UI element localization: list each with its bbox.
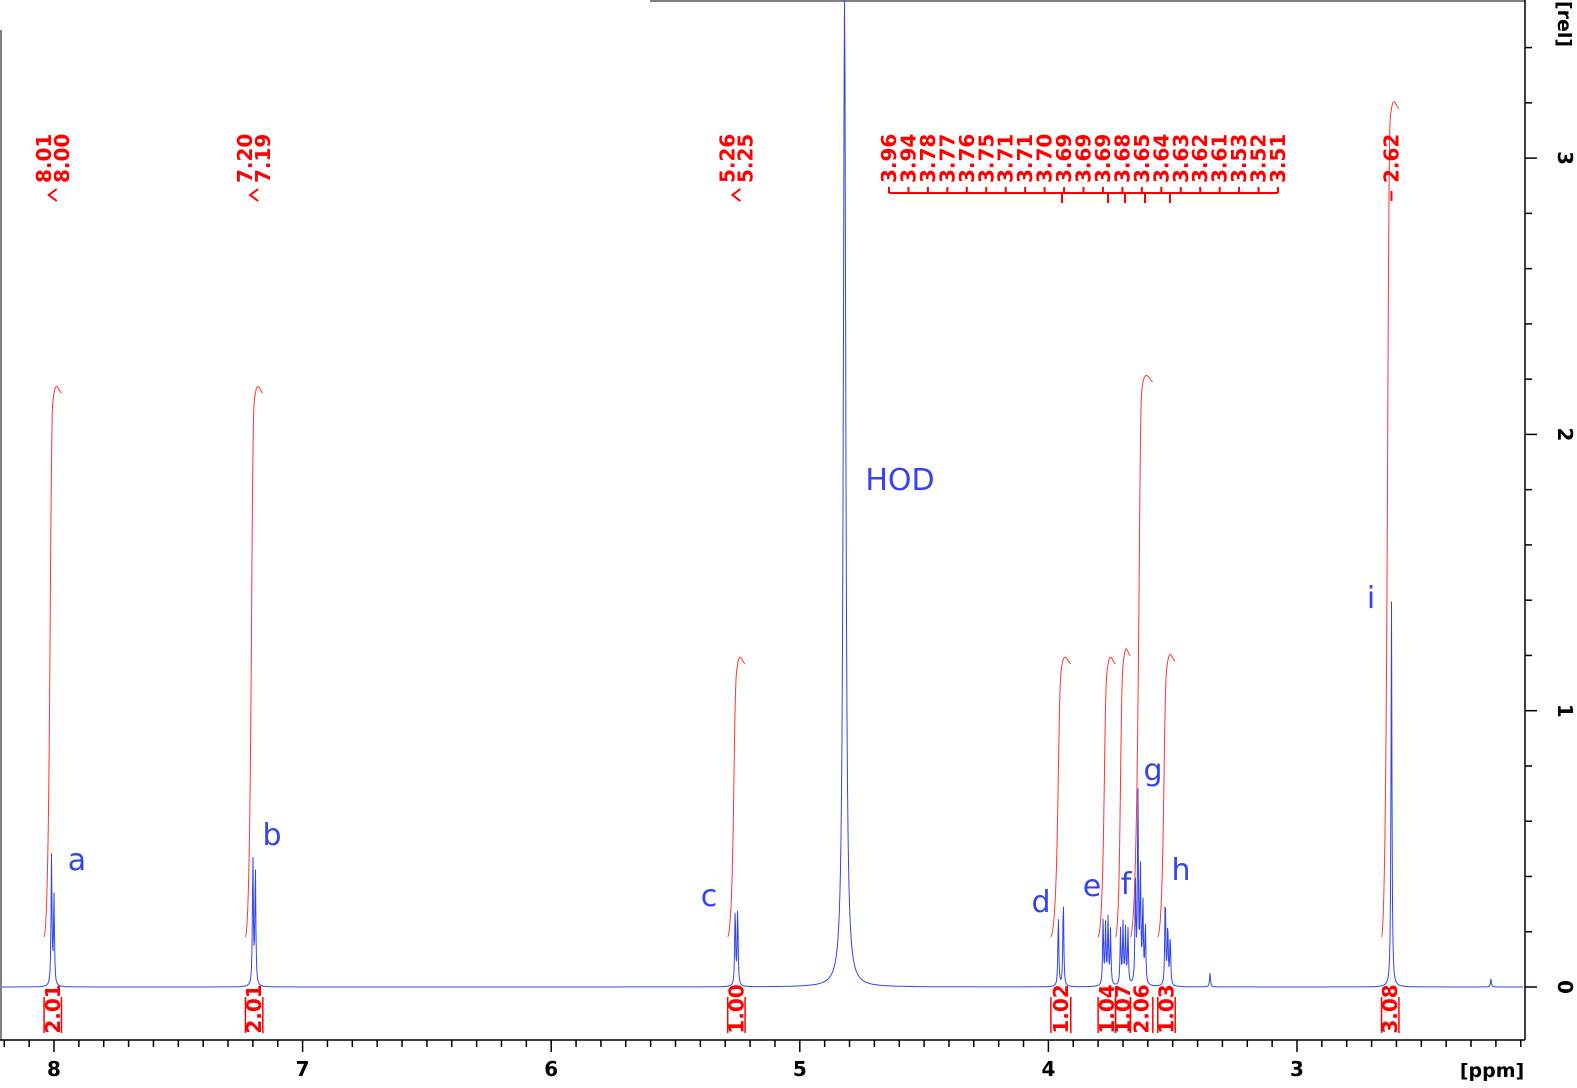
peak-label-h: h — [1171, 853, 1190, 888]
integral-curve — [1381, 101, 1400, 938]
peak-label-c: c — [701, 879, 718, 914]
peak-pick-value: 3.77 — [935, 134, 959, 183]
integral-value-labels: 2.01 2.01 1.00 1.02 1.041.072.06 1.03 3.08 — [41, 984, 1402, 1033]
peak-label-a: a — [68, 843, 86, 878]
integral-curve — [1115, 648, 1131, 938]
peak-label-i: i — [1367, 581, 1375, 616]
peak-pick-value: 3.52 — [1247, 134, 1271, 183]
x-tick-label: 8 — [47, 1057, 61, 1081]
peak-pick-value: 3.71 — [994, 134, 1018, 183]
peak-pick-value: 3.69 — [1091, 134, 1115, 183]
peak-pick-value: 3.70 — [1033, 134, 1057, 183]
peak-pick-value: 3.69 — [1052, 134, 1076, 183]
peak-letter-labels: a b c HOD d e f g h i — [68, 463, 1375, 920]
peak-pick-value: 5.25 — [733, 134, 757, 183]
peak-pick-value: 3.62 — [1188, 134, 1212, 183]
integral-value: 2.01 — [242, 984, 266, 1033]
peak-pick-value: 2.62 — [1379, 134, 1403, 183]
spectrum-trace — [2, 0, 1523, 988]
peak-pick-value: 3.63 — [1169, 134, 1193, 183]
peak-pick-value: 5.26 — [715, 134, 739, 183]
integral-bracket — [1050, 997, 1072, 1033]
integral-curve — [1157, 654, 1176, 938]
peak-pick-value: 8.00 — [50, 134, 74, 183]
integral-value: 1.00 — [724, 984, 748, 1033]
peak-pick-value: 7.20 — [233, 134, 257, 183]
peak-pick-value: 3.61 — [1208, 134, 1232, 183]
y-tick-label: 0 — [1553, 980, 1577, 994]
peak-pick-connector — [47, 188, 58, 202]
integral-curve — [1050, 656, 1072, 938]
peak-pick-value: 3.96 — [877, 134, 901, 183]
peak-pick-connector — [730, 188, 742, 202]
peak-label-f: f — [1121, 867, 1133, 902]
x-axis: 8 7 6 5 4 3 [ppm] — [3, 1040, 1524, 1082]
x-tick-label: 4 — [1041, 1057, 1055, 1081]
peak-pick-value: 3.53 — [1227, 134, 1251, 183]
integral-value: 1.03 — [1154, 984, 1178, 1033]
peak-pick-value: 3.64 — [1149, 134, 1173, 183]
peak-pick-value: 3.69 — [1072, 134, 1096, 183]
x-axis-label: [ppm] — [1460, 1060, 1524, 1082]
peak-label-g: g — [1143, 753, 1162, 788]
integral-value: 1.02 — [1049, 984, 1073, 1033]
peak-pick-value: 3.94 — [896, 134, 920, 183]
y-axis: 0 1 2 3 [rel] — [1525, 1, 1577, 994]
x-tick-label: 3 — [1290, 1057, 1304, 1081]
peak-pick-value: 3.75 — [974, 134, 998, 183]
integral-curve — [1129, 375, 1154, 938]
integral-curve — [1097, 656, 1116, 938]
integral-bracket — [1157, 997, 1176, 1033]
peak-pick-value: 3.68 — [1110, 134, 1134, 183]
integral-value: 3.08 — [1378, 984, 1402, 1033]
peak-label-e: e — [1083, 869, 1101, 904]
integral-curve — [727, 656, 746, 938]
peak-label-hod: HOD — [865, 463, 934, 498]
integral-curve — [43, 386, 62, 938]
integral-bracket — [1380, 997, 1400, 1033]
x-tick-label: 5 — [793, 1057, 807, 1081]
y-tick-label: 1 — [1553, 704, 1577, 718]
integral-curve — [244, 386, 264, 938]
peak-pick-value: 3.65 — [1130, 134, 1154, 183]
plot-frame — [0, 0, 1526, 1041]
integral-curves — [43, 101, 1400, 938]
integral-value: 2.06 — [1130, 984, 1154, 1033]
y-tick-label: 2 — [1553, 427, 1577, 441]
peak-pick-value: 3.51 — [1266, 134, 1290, 183]
integral-bracket — [43, 997, 63, 1033]
peak-pick-connector — [248, 188, 259, 202]
peak-pick-value: 3.78 — [916, 134, 940, 183]
peak-label-d: d — [1031, 885, 1050, 920]
y-axis-label: [rel] — [1553, 1, 1575, 47]
peak-pick-value: 7.19 — [251, 134, 275, 183]
peak-pick-connector — [888, 187, 1279, 194]
peak-pick-annotations: 8.018.00 7.207.19 5.265.25 3.963.943.783.77… — [32, 134, 1403, 203]
spectrum-line — [2, 0, 1523, 988]
integral-bracket — [1129, 997, 1154, 1033]
y-tick-label: 3 — [1553, 151, 1577, 165]
integral-bracket — [244, 997, 264, 1033]
integral-value: 2.01 — [41, 984, 65, 1033]
peak-pick-value: 3.71 — [1013, 134, 1037, 183]
x-tick-label: 7 — [296, 1057, 310, 1081]
integral-bracket — [726, 997, 746, 1033]
peak-label-b: b — [262, 818, 281, 853]
x-tick-label: 6 — [544, 1057, 558, 1081]
peak-pick-value: 3.76 — [955, 134, 979, 183]
peak-pick-value: 8.01 — [32, 134, 56, 183]
